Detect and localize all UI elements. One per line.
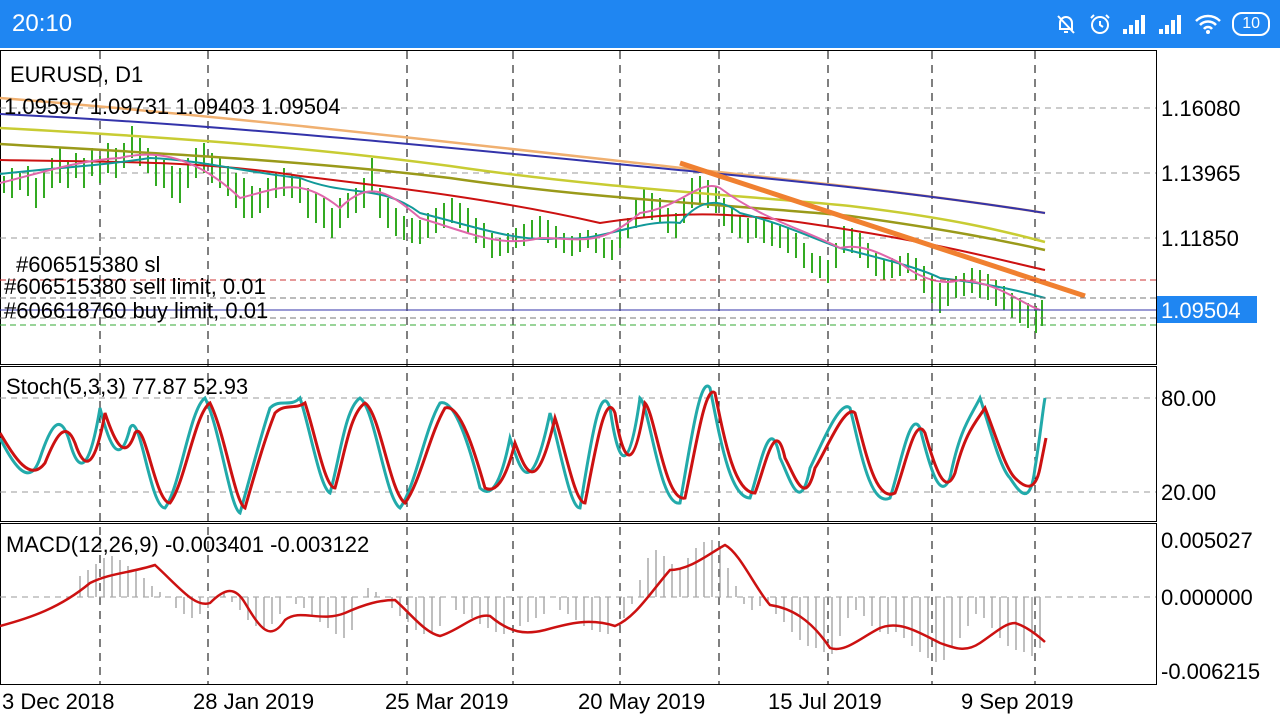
price-tick: 1.16080: [1161, 96, 1241, 121]
date-label: 20 May 2019: [578, 689, 705, 714]
price-tick: 1.13965: [1161, 161, 1241, 186]
status-icons: 10: [1054, 8, 1270, 40]
signal-icon: [1158, 13, 1184, 35]
alarm-icon: [1088, 12, 1112, 36]
date-axis: 3 Dec 2018 28 Jan 2019 25 Mar 2019 20 Ma…: [2, 689, 1074, 714]
current-price-value: 1.09504: [1161, 298, 1241, 323]
wifi-icon: [1194, 13, 1222, 35]
stoch-signal-line: [0, 392, 1046, 508]
signal-icon: [1122, 13, 1148, 35]
buy-limit-label: #606618760 buy limit, 0.01: [4, 298, 268, 323]
panel-frames: [1, 51, 1157, 685]
ohlc-label: 1.09597 1.09731 1.09403 1.09504: [4, 94, 340, 119]
status-bar: 20:10 10: [0, 0, 1280, 48]
macd-level-zero: 0.000000: [1161, 585, 1253, 610]
stoch-label: Stoch(5,3,3) 77.87 52.93: [6, 374, 248, 399]
trading-chart[interactable]: EURUSD, D1 1.09597 1.09731 1.09403 1.095…: [0, 48, 1280, 720]
status-time: 20:10: [12, 10, 72, 38]
macd-level-bottom: -0.006215: [1161, 659, 1260, 684]
date-label: 15 Jul 2019: [768, 689, 882, 714]
date-label: 9 Sep 2019: [961, 689, 1074, 714]
date-gridlines: [100, 51, 1035, 684]
date-label: 25 Mar 2019: [385, 689, 509, 714]
stoch-level-80: 80.00: [1161, 386, 1216, 411]
battery-icon: 10: [1232, 12, 1270, 36]
sell-limit-label: #606515380 sell limit, 0.01: [4, 274, 266, 299]
stoch-level-20: 20.00: [1161, 480, 1216, 505]
macd-label: MACD(12,26,9) -0.003401 -0.003122: [6, 532, 369, 557]
price-tick: 1.11850: [1161, 226, 1239, 251]
date-label: 28 Jan 2019: [193, 689, 314, 714]
price-axis: 1.16080 1.13965 1.11850: [1161, 96, 1241, 251]
macd-level-top: 0.005027: [1161, 528, 1253, 553]
bell-off-icon: [1054, 12, 1078, 36]
symbol-label: EURUSD, D1: [10, 62, 143, 87]
stoch-lines: [0, 386, 1046, 513]
macd-axis: 0.005027 0.000000 -0.006215: [1161, 528, 1260, 684]
stoch-axis: 80.00 20.00: [1161, 386, 1216, 505]
date-label: 3 Dec 2018: [2, 689, 115, 714]
macd-histogram: [80, 540, 1040, 662]
